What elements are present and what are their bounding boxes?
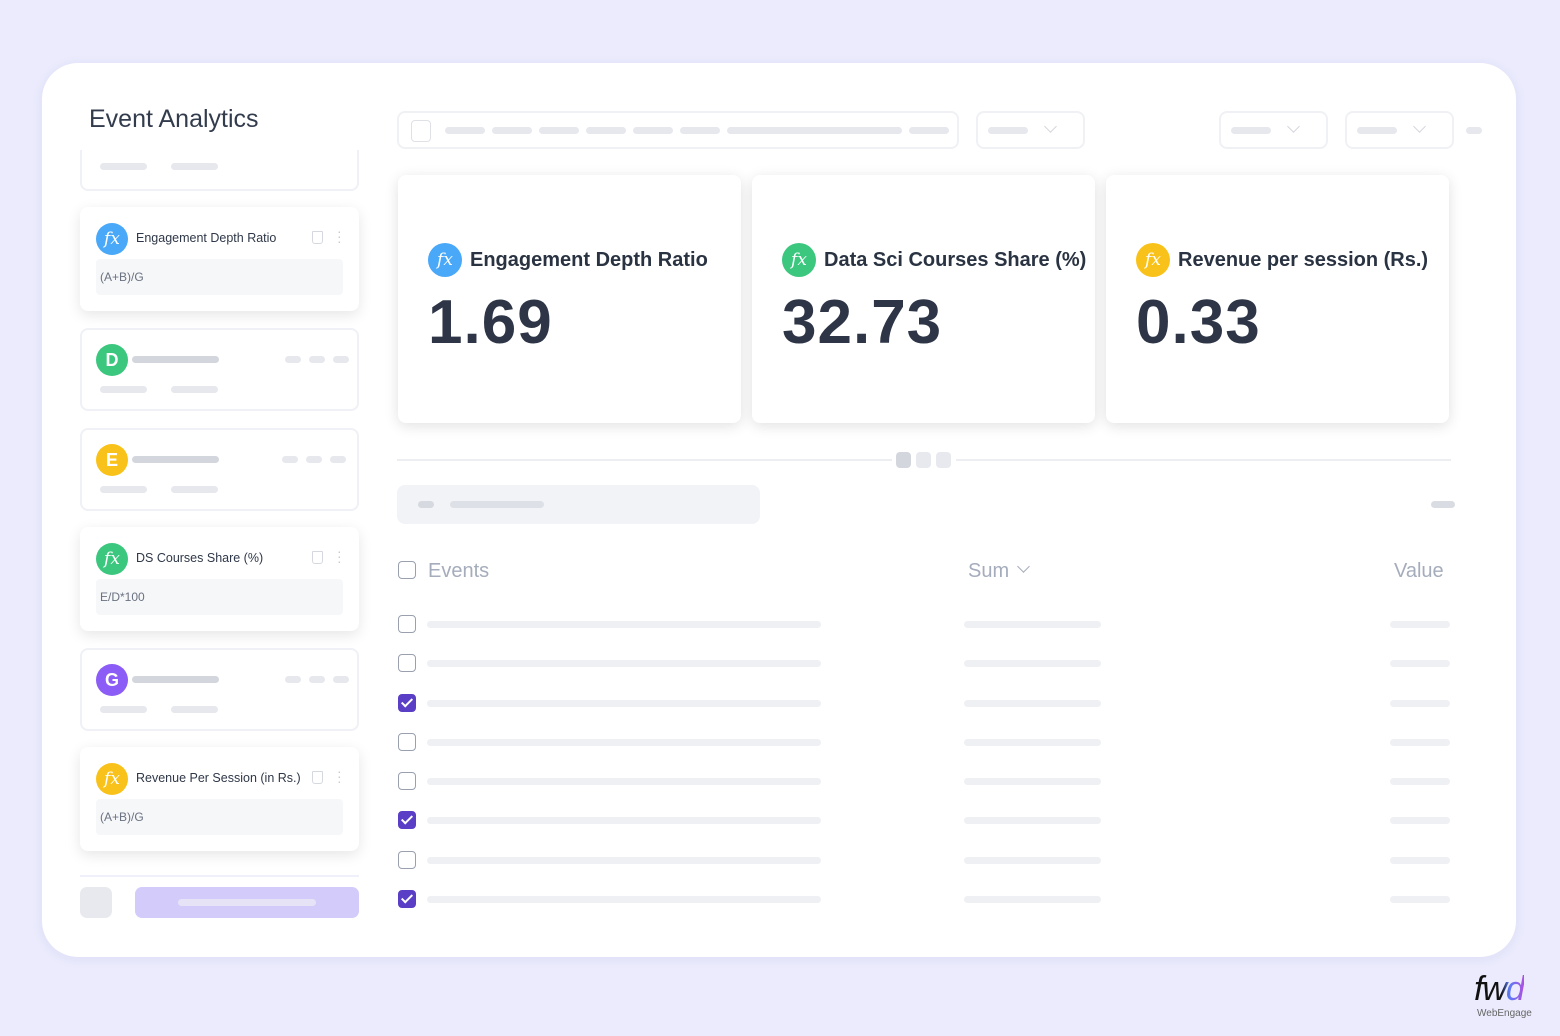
table-row-sum <box>964 817 1101 824</box>
table-row-event <box>427 778 821 785</box>
primary-button[interactable] <box>135 887 359 918</box>
row-checkbox[interactable] <box>398 851 416 869</box>
table-row-value <box>1390 778 1450 785</box>
column-header-sum[interactable]: Sum <box>968 560 1010 582</box>
metric-value: 1.69 <box>428 288 553 357</box>
table-row-event <box>427 700 821 707</box>
table-row-event <box>427 857 821 864</box>
chevron-down-icon <box>1044 120 1057 133</box>
row-checkbox[interactable] <box>398 890 416 908</box>
table-row-sum <box>964 700 1101 707</box>
metric-card-ds-share: fx Data Sci Courses Share (%) 32.73 <box>752 175 1095 423</box>
page-title: Event Analytics <box>89 105 259 133</box>
event-card-g[interactable]: G <box>80 648 359 731</box>
calendar-icon <box>411 120 431 142</box>
metric-value: 0.33 <box>1136 288 1261 357</box>
trash-icon[interactable] <box>312 231 323 244</box>
fx-icon: fx <box>1136 243 1170 277</box>
formula-name: Revenue Per Session (in Rs.) <box>136 771 301 785</box>
trash-icon[interactable] <box>312 771 323 784</box>
row-checkbox[interactable] <box>398 694 416 712</box>
formula-card-ds-share[interactable]: fx DS Courses Share (%) · · · E/D*100 <box>80 527 359 631</box>
pager-dot[interactable] <box>916 452 931 468</box>
fx-icon: fx <box>96 763 128 795</box>
table-row-sum <box>964 660 1101 667</box>
row-checkbox[interactable] <box>398 733 416 751</box>
metric-label: Revenue per session (Rs.) <box>1178 249 1429 271</box>
table-row-value <box>1390 660 1450 667</box>
metric-label: Data Sci Courses Share (%) <box>824 249 1087 271</box>
table-row-sum <box>964 621 1101 628</box>
formula-expression: E/D*100 <box>96 579 343 615</box>
chevron-down-icon <box>1413 120 1426 133</box>
chevron-down-icon <box>1287 120 1300 133</box>
divider <box>80 875 359 877</box>
pager-dot-active[interactable] <box>896 452 911 468</box>
event-letter-badge: G <box>96 664 128 696</box>
table-row-sum <box>964 896 1101 903</box>
table-row-event <box>427 621 821 628</box>
pager-dot[interactable] <box>936 452 951 468</box>
more-icon[interactable]: · · · <box>337 223 342 249</box>
brand-subtitle: WebEngage <box>1477 1008 1532 1019</box>
fx-icon: fx <box>96 543 128 575</box>
secondary-button[interactable] <box>80 887 112 918</box>
more-icon[interactable]: · · · <box>337 543 342 569</box>
table-row-value <box>1390 817 1450 824</box>
formula-name: Engagement Depth Ratio <box>136 231 277 245</box>
table-row-sum <box>964 739 1101 746</box>
dropdown-1[interactable] <box>976 111 1085 149</box>
formula-card-engagement[interactable]: fx Engagement Depth Ratio · · · (A+B)/G <box>80 207 359 311</box>
formula-name: DS Courses Share (%) <box>136 551 264 565</box>
dropdown-3[interactable] <box>1345 111 1454 149</box>
event-letter-badge: D <box>96 344 128 376</box>
fx-icon: fx <box>428 243 462 277</box>
table-row-event <box>427 896 821 903</box>
row-checkbox[interactable] <box>398 811 416 829</box>
trash-icon[interactable] <box>312 551 323 564</box>
row-checkbox[interactable] <box>398 615 416 633</box>
row-checkbox[interactable] <box>398 654 416 672</box>
search-input[interactable] <box>397 485 760 524</box>
table-row-value <box>1390 700 1450 707</box>
column-header-value[interactable]: Value <box>1394 560 1444 582</box>
table-row-value <box>1390 621 1450 628</box>
dropdown-2[interactable] <box>1219 111 1328 149</box>
event-card-d[interactable]: D <box>80 328 359 411</box>
formula-expression: (A+B)/G <box>96 259 343 295</box>
table-row-sum <box>964 857 1101 864</box>
metric-label: Engagement Depth Ratio <box>470 249 708 271</box>
metric-value: 32.73 <box>782 288 943 357</box>
table-row-event <box>427 660 821 667</box>
more-icon[interactable]: · · · <box>337 763 342 789</box>
formula-expression: (A+B)/G <box>96 799 343 835</box>
table-row-event <box>427 739 821 746</box>
table-row-value <box>1390 896 1450 903</box>
event-card-e[interactable]: E <box>80 428 359 511</box>
event-letter-badge: E <box>96 444 128 476</box>
table-row-value <box>1390 857 1450 864</box>
event-card-partial[interactable] <box>80 150 359 191</box>
formula-card-revenue[interactable]: fx Revenue Per Session (in Rs.) · · · (A+B… <box>80 747 359 851</box>
metric-card-engagement: fx Engagement Depth Ratio 1.69 <box>398 175 741 423</box>
row-checkbox[interactable] <box>398 772 416 790</box>
date-range-filter[interactable] <box>397 111 959 149</box>
table-row-value <box>1390 739 1450 746</box>
table-row-sum <box>964 778 1101 785</box>
metric-card-revenue: fx Revenue per session (Rs.) 0.33 <box>1106 175 1449 423</box>
table-row-event <box>427 817 821 824</box>
fx-icon: fx <box>782 243 816 277</box>
brand-logo: fwd <box>1474 970 1525 1008</box>
select-all-checkbox[interactable] <box>398 561 416 579</box>
fx-icon: fx <box>96 223 128 255</box>
column-header-events[interactable]: Events <box>428 560 490 582</box>
